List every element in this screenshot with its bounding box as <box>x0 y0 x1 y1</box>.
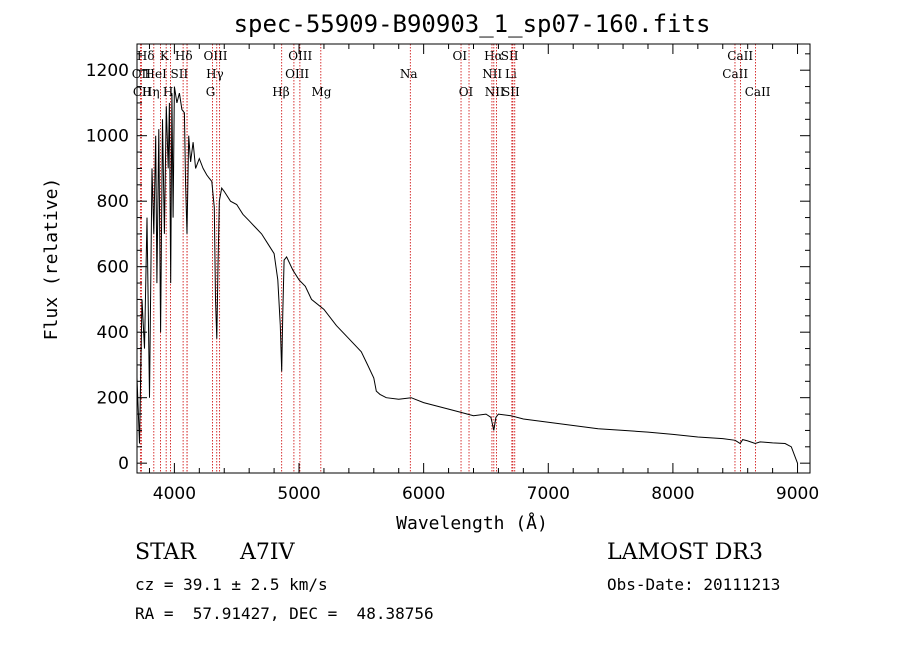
y-tick-label-1: 200 <box>97 389 129 409</box>
x-tick-label-0: 4000 <box>153 484 196 504</box>
survey-name: LAMOST DR3 <box>607 540 763 565</box>
plot-frame <box>136 43 811 474</box>
series-layer <box>136 86 798 464</box>
y-axis-label: Flux (relative) <box>41 178 62 341</box>
line-label-24: SII <box>502 85 520 99</box>
line-label-3: HeI <box>145 67 168 81</box>
axis-ticks: 4000 5000 6000 7000 8000 9000 0 200 400 600 800 100… <box>86 44 819 504</box>
line-label-22: Li <box>505 67 517 81</box>
line-label-19: Hα <box>484 49 503 63</box>
y-tick-label-6: 1200 <box>86 61 129 81</box>
x-tick-label-1: 5000 <box>277 484 320 504</box>
line-label-11: G <box>206 85 216 99</box>
line-label-4: Hη <box>142 85 160 99</box>
y-tick-label-0: 0 <box>118 454 129 474</box>
line-label-23: NII <box>485 85 505 99</box>
line-label-21: NII <box>482 67 502 81</box>
coordinates: RA = 57.91427, DEC = 48.38756 <box>135 604 434 623</box>
x-axis-label: Wavelength (Å) <box>396 512 548 534</box>
line-label-20: SII <box>501 49 519 63</box>
y-tick-label-2: 400 <box>97 323 129 343</box>
line-label-14: OIII <box>285 67 309 81</box>
line-label-17: OI <box>453 49 468 63</box>
line-label-6: SII <box>171 67 189 81</box>
y-tick-label-5: 1000 <box>86 127 129 147</box>
x-tick-label-2: 6000 <box>402 484 445 504</box>
line-label-10: Hγ <box>206 67 224 81</box>
line-label-7: H <box>163 85 173 99</box>
x-tick-label-3: 7000 <box>527 484 570 504</box>
line-label-12: Hβ <box>272 85 289 99</box>
subclass: A7IV <box>240 540 295 565</box>
redshift-velocity: cz = 39.1 ± 2.5 km/s <box>135 575 328 594</box>
observation-date: Obs-Date: 20111213 <box>607 575 781 594</box>
y-tick-label-3: 600 <box>97 258 129 278</box>
line-label-16: Na <box>400 67 418 81</box>
plot-frame-rect <box>136 43 811 474</box>
line-label-2: CII <box>133 85 152 99</box>
line-label-18: OI <box>459 85 474 99</box>
line-label-27: CaII <box>745 85 771 99</box>
line-label-26: CaII <box>722 67 748 81</box>
line-label-9: OIII <box>203 49 227 63</box>
line-label-15: Mg <box>311 85 331 99</box>
line-label-8: Hδ <box>175 49 193 63</box>
x-tick-label-5: 9000 <box>776 484 819 504</box>
object-type: STAR <box>135 540 196 565</box>
line-label-13: OIII <box>288 49 312 63</box>
y-tick-label-4: 800 <box>97 192 129 212</box>
series-line-0 <box>136 86 798 464</box>
line-label-0: Hδ <box>137 49 155 63</box>
chart-title: spec-55909-B90903_1_sp07-160.fits <box>234 10 711 38</box>
x-tick-label-4: 8000 <box>651 484 694 504</box>
line-label-5: K <box>160 49 170 63</box>
